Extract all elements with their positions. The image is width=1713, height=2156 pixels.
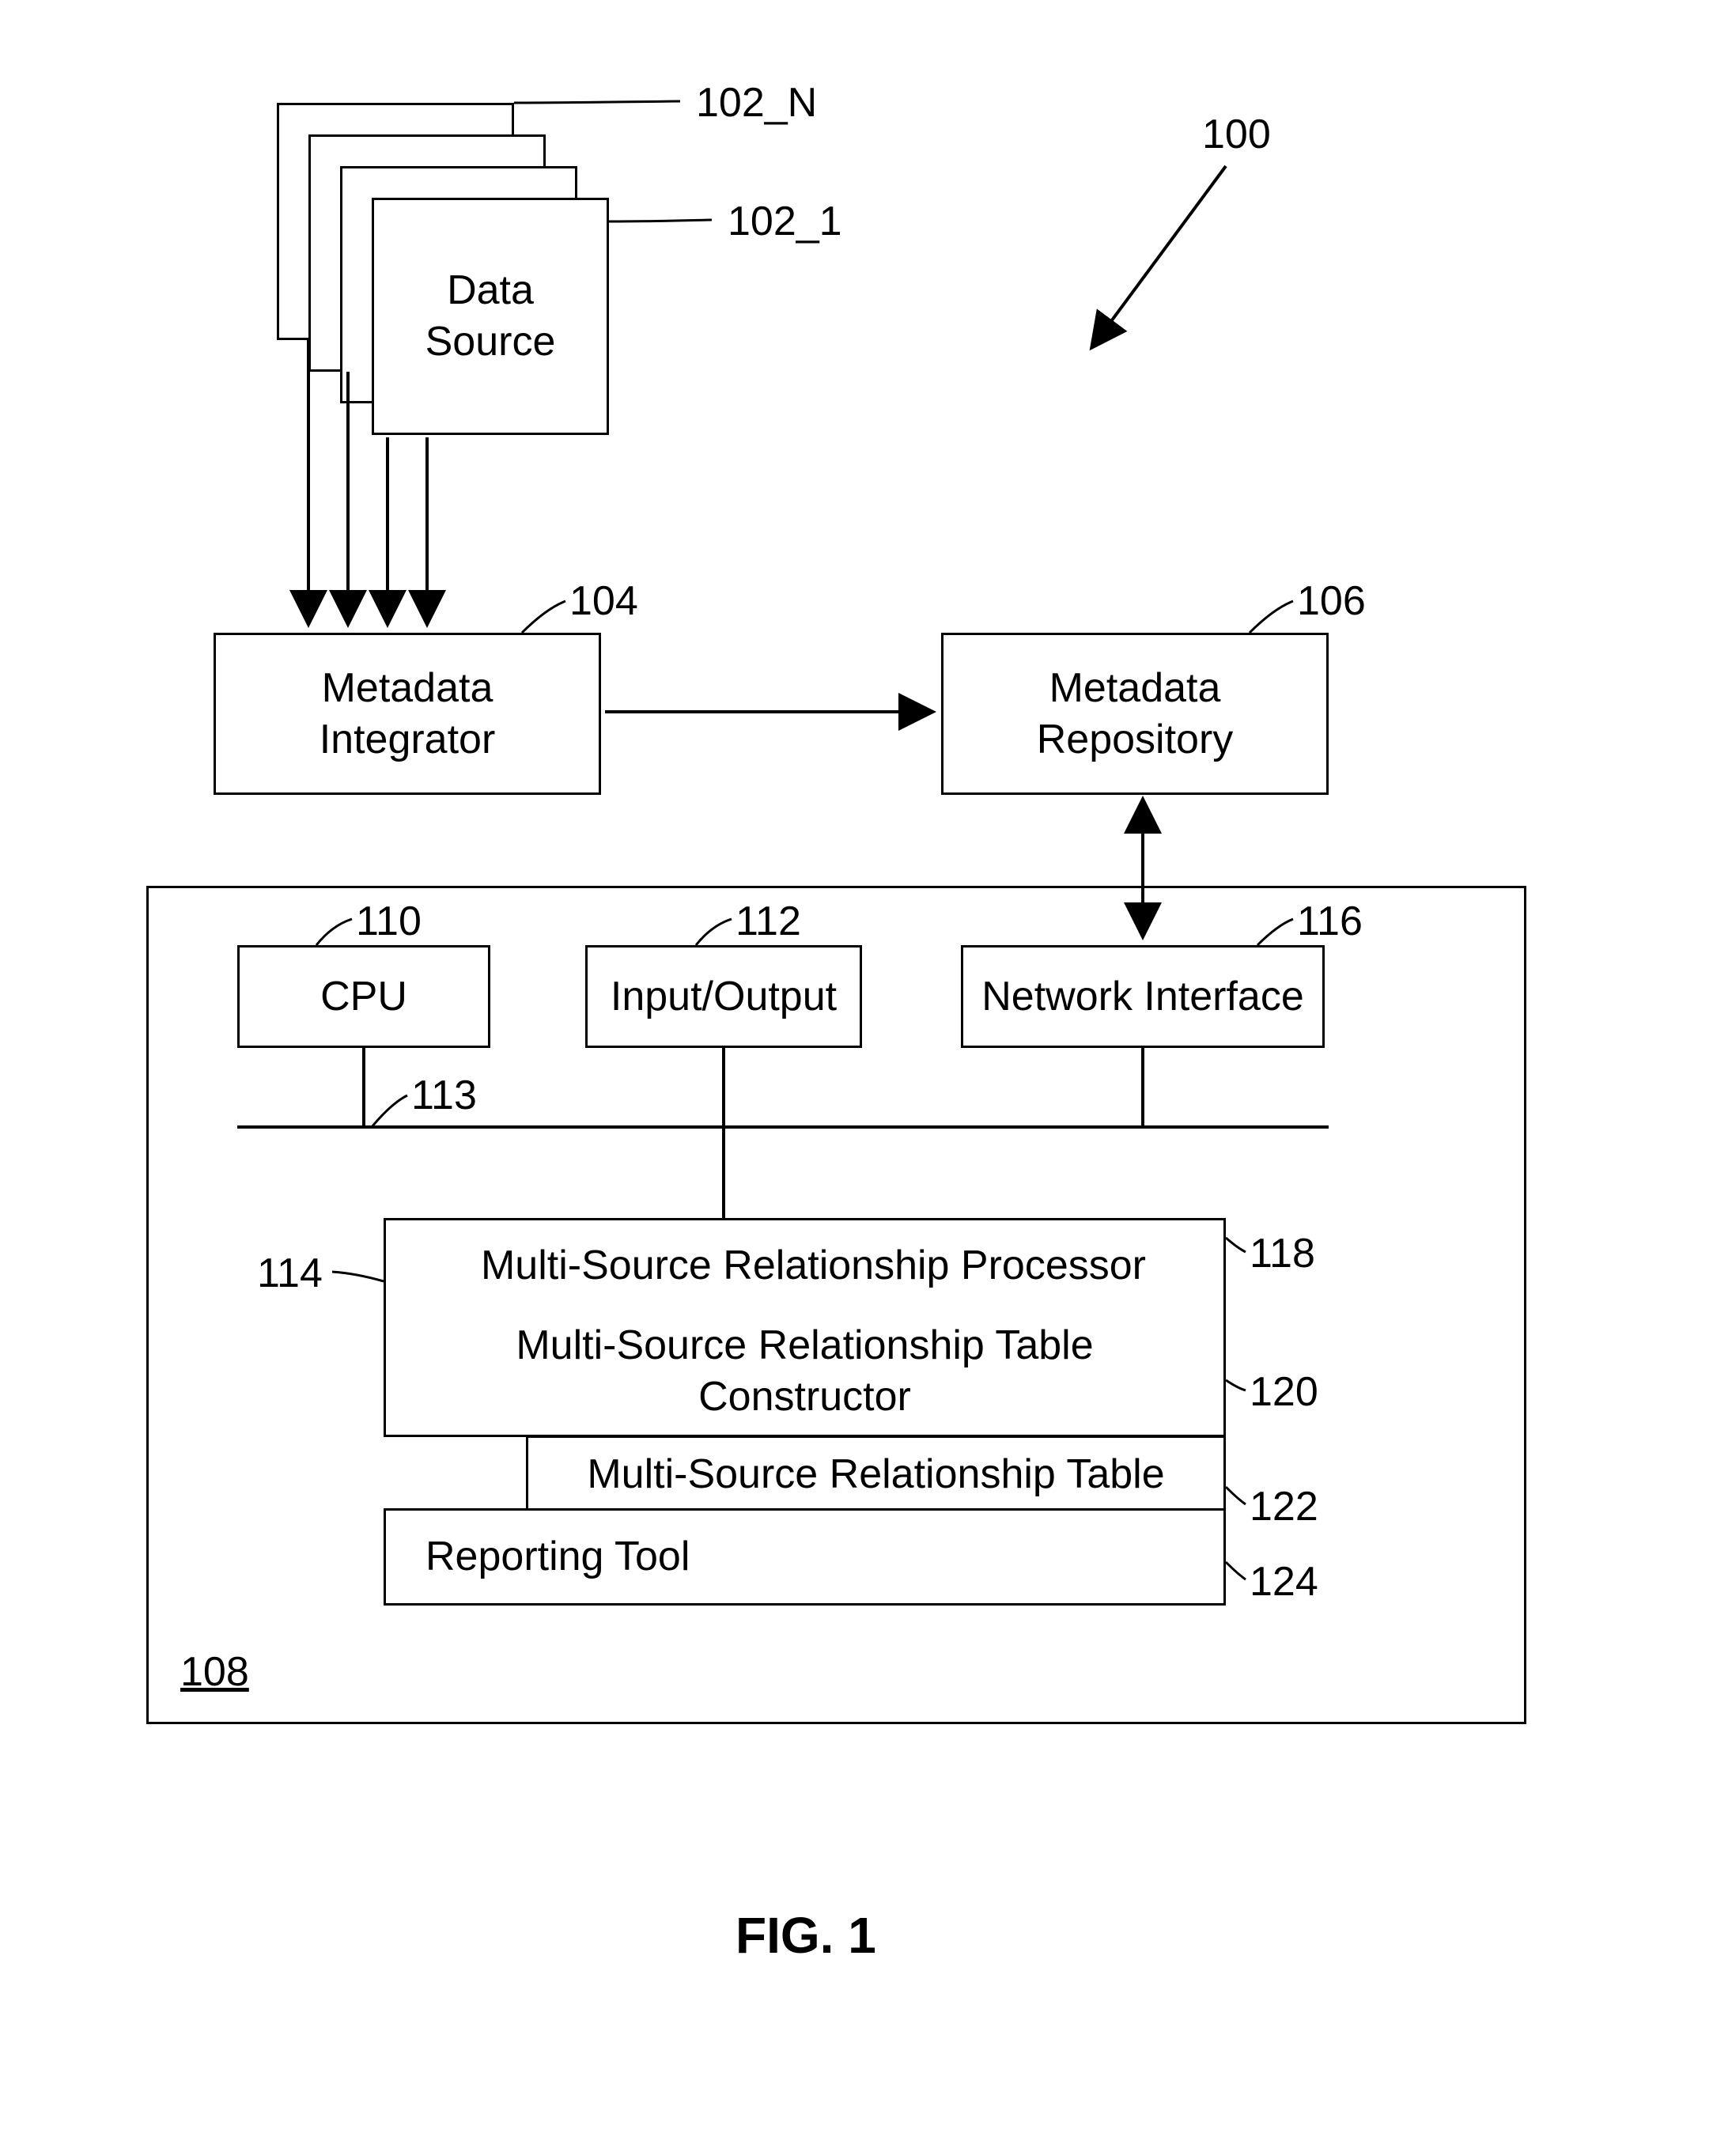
reporting-label: Reporting Tool	[425, 1531, 690, 1583]
ref-102-n: 102_N	[696, 79, 817, 127]
ref-118: 118	[1250, 1230, 1315, 1277]
msrt-label: Multi-Source Relationship Table	[587, 1449, 1164, 1500]
msrt-box: Multi-Source Relationship Table	[526, 1435, 1226, 1511]
ref-120: 120	[1250, 1368, 1318, 1416]
ref-102-1: 102_1	[728, 198, 842, 245]
ref-122: 122	[1250, 1483, 1318, 1530]
ref-114: 114	[257, 1250, 323, 1297]
system-container-ref: 108	[180, 1647, 249, 1698]
figure-canvas: DataSource MetadataIntegrator MetadataRe…	[0, 0, 1713, 2156]
metadata-integrator-box: MetadataIntegrator	[214, 633, 601, 795]
metadata-repository-label: MetadataRepository	[1037, 663, 1234, 766]
ref-106: 106	[1297, 577, 1366, 625]
ref-110: 110	[356, 898, 422, 945]
ref-124: 124	[1250, 1558, 1318, 1606]
ref-100: 100	[1202, 111, 1271, 158]
metadata-integrator-label: MetadataIntegrator	[320, 663, 496, 766]
reporting-box: Reporting Tool	[384, 1508, 1226, 1606]
figure-title: FIG. 1	[735, 1906, 876, 1965]
nic-label: Network Interface	[981, 971, 1304, 1023]
msrtc-label: Multi-Source Relationship TableConstruct…	[516, 1320, 1093, 1423]
io-box: Input/Output	[585, 945, 862, 1048]
nic-box: Network Interface	[961, 945, 1325, 1048]
cpu-label: CPU	[320, 971, 407, 1023]
data-source-label: DataSource	[425, 265, 556, 368]
msrp-label: Multi-Source Relationship Processor	[481, 1240, 1146, 1292]
metadata-repository-box: MetadataRepository	[941, 633, 1329, 795]
ref-112: 112	[735, 898, 801, 945]
ref-116: 116	[1297, 898, 1363, 945]
cpu-box: CPU	[237, 945, 490, 1048]
io-label: Input/Output	[611, 971, 837, 1023]
data-source-box-1: DataSource	[372, 198, 609, 435]
msrp-box: Multi-Source Relationship Processor	[384, 1218, 1226, 1313]
msrtc-box: Multi-Source Relationship TableConstruct…	[384, 1311, 1226, 1437]
ref-104: 104	[569, 577, 638, 625]
ref-113: 113	[411, 1072, 477, 1119]
